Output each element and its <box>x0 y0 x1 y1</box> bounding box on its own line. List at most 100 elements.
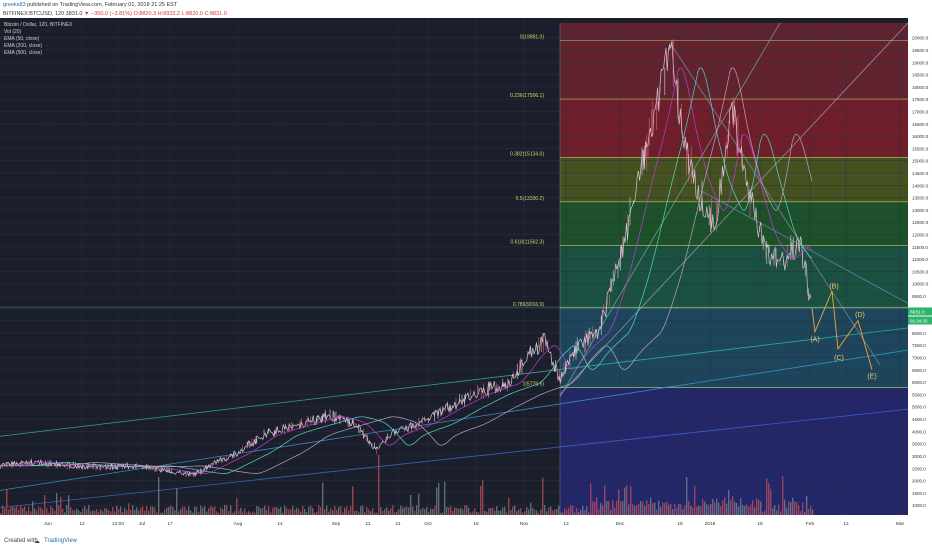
volume-bar <box>72 509 74 515</box>
volume-bar <box>634 505 636 515</box>
volume-bar <box>278 508 280 515</box>
legend-vol[interactable]: Vol (20) <box>4 29 22 35</box>
volume-bar <box>358 512 360 515</box>
volume-bar <box>650 497 652 515</box>
volume-bar <box>282 512 284 515</box>
volume-bar <box>378 455 380 515</box>
volume-bar <box>24 506 26 515</box>
volume-bar <box>202 507 204 515</box>
volume-bar <box>630 486 632 515</box>
volume-bar <box>740 498 742 515</box>
volume-bar <box>454 507 456 515</box>
volume-bar <box>182 506 184 515</box>
volume-bar <box>432 509 434 515</box>
y-tick-label: 11500.0 <box>912 245 928 250</box>
volume-bar <box>746 504 748 515</box>
legend-ema50[interactable]: EMA (50, close) <box>4 36 40 42</box>
volume-bar <box>176 488 178 515</box>
volume-bar <box>478 512 480 515</box>
y-tick-label: 19500.0 <box>912 48 929 53</box>
volume-bar <box>686 476 688 515</box>
volume-bar <box>460 507 462 515</box>
volume-bar <box>98 511 100 515</box>
volume-bar <box>496 506 498 515</box>
volume-bar <box>716 498 718 515</box>
volume-bar <box>554 509 556 515</box>
volume-bar <box>768 483 770 515</box>
y-tick-label: 7500.0 <box>912 343 926 348</box>
price-chart[interactable]: 0(19891.0) 0.236(17506.1) 0.382(15134.0) 0.… <box>0 18 932 533</box>
y-tick-label: 15500.0 <box>912 146 929 151</box>
volume-bar <box>778 504 780 515</box>
volume-bar <box>66 505 68 515</box>
volume-bar <box>606 500 608 515</box>
volume-bar <box>612 500 614 515</box>
tradingview-link[interactable]: TradingView <box>44 538 78 544</box>
volume-bar <box>764 510 766 515</box>
volume-bar <box>706 503 708 515</box>
y-tick-label: 6000.0 <box>912 380 926 385</box>
volume-bar <box>646 500 648 515</box>
volume-bar <box>258 506 260 515</box>
volume-bar <box>8 509 10 515</box>
volume-bar <box>272 507 274 515</box>
volume-bar <box>366 506 368 515</box>
volume-bar <box>368 509 370 515</box>
volume-bar <box>260 508 262 515</box>
fib-level-label: 0.5(13330.2) <box>516 196 545 202</box>
x-tick-label: 2018 <box>705 521 716 527</box>
volume-bar <box>338 507 340 515</box>
y-tick-label: 17000.0 <box>912 109 929 114</box>
volume-bar <box>734 501 736 515</box>
volume-bar <box>28 506 30 515</box>
volume-bar <box>620 501 622 515</box>
volume-bar <box>134 509 136 515</box>
price-change: ▼ −350.0 (−3.81%) <box>84 11 132 17</box>
volume-bar <box>484 510 486 515</box>
volume-bar <box>60 496 62 515</box>
volume-bar <box>540 509 542 515</box>
volume-bar <box>50 505 52 515</box>
volume-bar <box>118 509 120 515</box>
author-link[interactable]: greeks83 <box>3 2 26 8</box>
volume-bar <box>214 506 216 515</box>
volume-bar <box>806 495 808 515</box>
volume-bar <box>222 509 224 515</box>
volume-bar <box>90 511 92 515</box>
volume-bar <box>350 506 352 515</box>
volume-bar <box>428 511 430 515</box>
ema-500-line <box>0 67 813 474</box>
volume-bar <box>732 496 734 515</box>
volume-bar <box>414 510 416 515</box>
volume-bar <box>810 505 812 515</box>
volume-bar <box>36 510 38 515</box>
volume-bar <box>336 509 338 515</box>
volume-bar <box>544 505 546 515</box>
volume-bar <box>62 508 64 515</box>
volume-bar <box>702 499 704 515</box>
volume-bar <box>116 505 118 515</box>
volume-bar <box>584 510 586 515</box>
volume-bar <box>568 508 570 515</box>
volume-bar <box>698 505 700 515</box>
volume-bar <box>790 501 792 515</box>
volume-bar <box>108 510 110 515</box>
volume-bar <box>256 506 258 515</box>
volume-bar <box>112 507 114 515</box>
x-tick-label: Jun <box>44 521 52 527</box>
volume-bar <box>436 487 438 515</box>
volume-bar <box>6 489 8 515</box>
volume-bar <box>546 511 548 515</box>
legend-ema500[interactable]: EMA (500, close) <box>4 50 43 56</box>
volume-bar <box>510 510 512 515</box>
volume-bar <box>538 512 540 515</box>
volume-bar <box>16 506 18 515</box>
fib-zone <box>560 157 908 202</box>
x-tick-label: 21 <box>395 521 401 527</box>
legend-ema200[interactable]: EMA (200, close) <box>4 43 43 49</box>
chart-area[interactable]: 0(19891.0) 0.236(17506.1) 0.382(15134.0) 0.… <box>0 18 932 533</box>
volume-bar <box>492 507 494 515</box>
y-tick-label: 12000.0 <box>912 233 929 238</box>
fib-level-label: 0(19891.0) <box>520 34 545 40</box>
volume-bar <box>474 508 476 515</box>
